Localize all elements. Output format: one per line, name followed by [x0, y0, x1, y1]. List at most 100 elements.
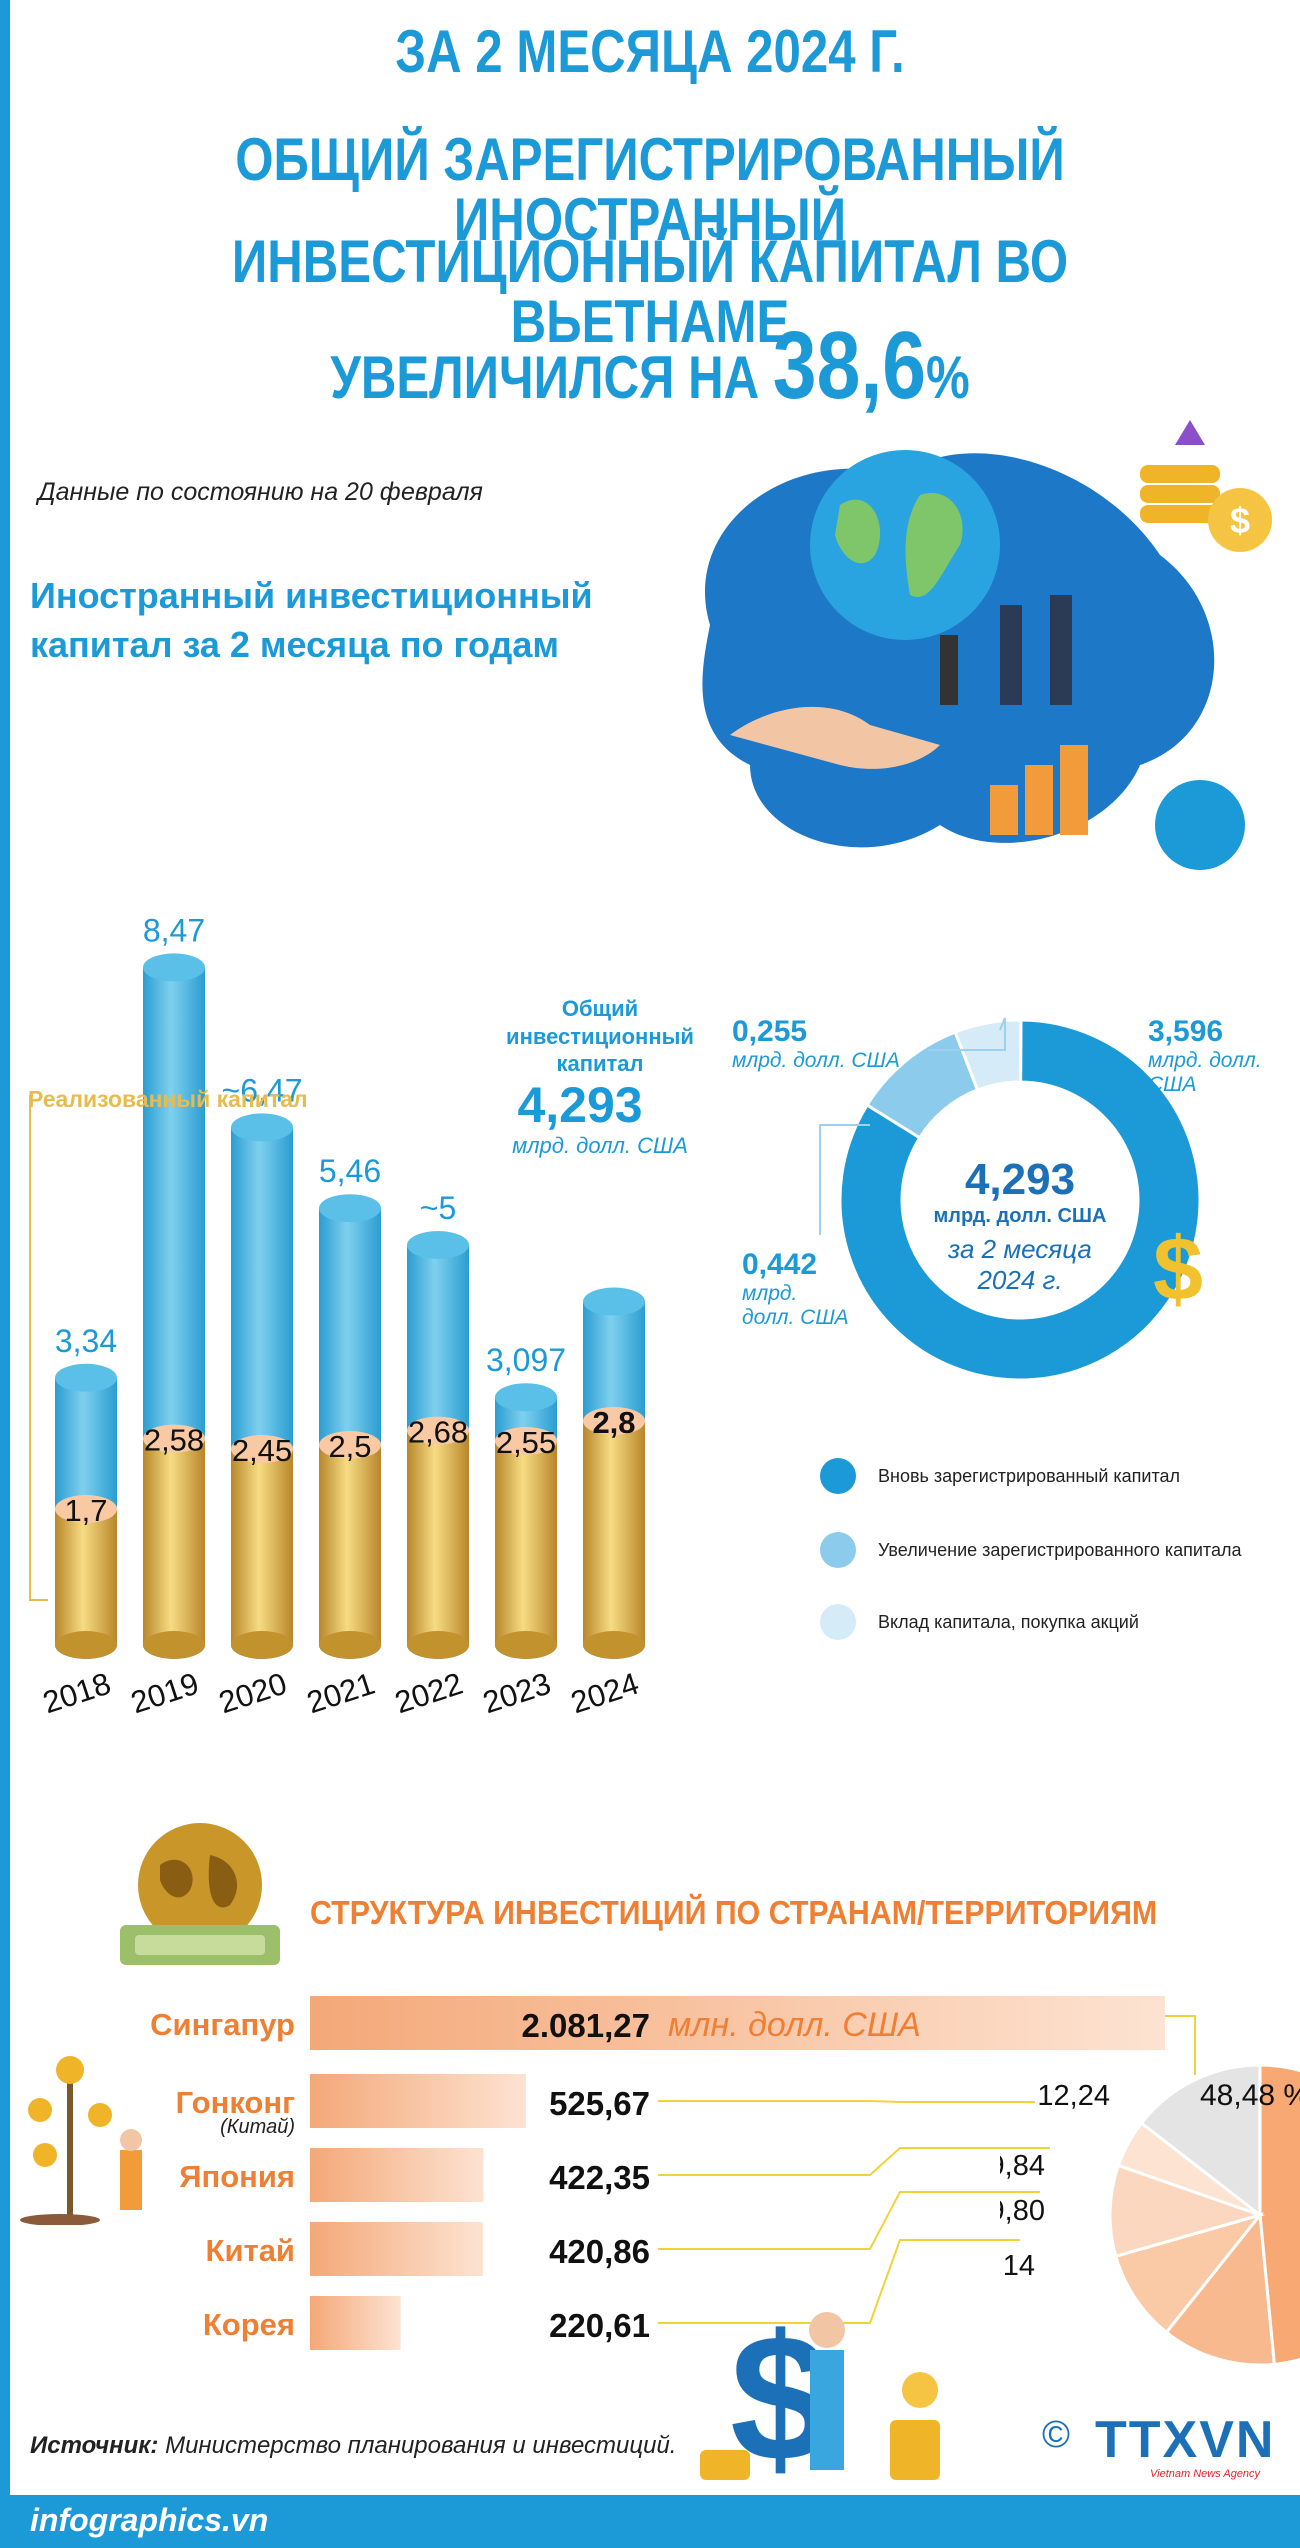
- country-bar: [310, 2074, 526, 2128]
- realized-bar-top: [319, 1431, 381, 1459]
- left-frame-bar: [0, 0, 10, 2548]
- businessman-figure: [1050, 595, 1072, 705]
- country-name-label: Сингапур: [150, 2007, 295, 2042]
- title-line-3: ИНВЕСТИЦИОННЫЙ КАПИТАЛ ВО ВЬЕТНАМЕ: [231, 228, 1069, 355]
- donut-label-contribution: 0,255 млрд. долл. США: [732, 1015, 900, 1073]
- country-sub-hk: (Китай): [220, 2116, 295, 2138]
- donut-hole: [904, 1084, 1136, 1316]
- pie-slice: [1113, 2212, 1265, 2335]
- date-note: Данные по состоянию на 20 февраля: [38, 478, 483, 506]
- realized-value-label: 2,58: [144, 1423, 204, 1458]
- pie-share-label: 48,48 %: [1200, 2079, 1300, 2112]
- footer-site-link[interactable]: infographics.vn: [30, 2502, 269, 2538]
- globe-continents: [835, 493, 963, 597]
- total-capital-label-3: капитал: [556, 1051, 644, 1076]
- country-name-label: Япония: [179, 2159, 295, 2194]
- headline-percent-value: 38,6: [772, 312, 927, 419]
- country-share-pie: 48,48 % 12,24 9,84 9,80 5,14: [1000, 2063, 1300, 2367]
- donut-center-unit: млрд. долл. США: [933, 1205, 1107, 1227]
- copyright-icon: ©: [1042, 2414, 1070, 2456]
- agency-logo: TTXVN: [1095, 2411, 1276, 2469]
- leader-line: [658, 2100, 1035, 2103]
- donut-center-period-1: за 2 месяца: [948, 1234, 1092, 1264]
- total-value-label: ~6,47: [222, 1072, 303, 1108]
- leader-line: [658, 2191, 1040, 2250]
- country-value-label: 420,86: [549, 2233, 650, 2270]
- year-label: 2024: [567, 1666, 643, 1721]
- realized-value-label: 2,8: [592, 1405, 635, 1440]
- year-label: 2022: [391, 1666, 467, 1721]
- total-capital-value: 4,293: [517, 1076, 643, 1133]
- country-value-label: 220,61: [549, 2307, 650, 2344]
- pie-slice: [1108, 2163, 1265, 2259]
- realized-bar-base: [407, 1631, 469, 1659]
- legend-dot: [820, 1604, 856, 1640]
- realized-bar-top: [407, 1416, 469, 1445]
- donut-leader-line: [819, 1124, 870, 1235]
- total-bar-top: [319, 1194, 381, 1223]
- realized-bar-body: [319, 1445, 381, 1645]
- country-bar: [310, 2148, 484, 2202]
- year-label: 2018: [39, 1666, 115, 1721]
- country-name-label: Гонконг: [176, 2085, 295, 2120]
- growth-bar: [990, 785, 1018, 835]
- source-note: Источник: Министерство планирования и ин…: [30, 2432, 676, 2460]
- leader-line: [658, 2239, 1020, 2324]
- donut-label-new-capital: 3,596 млрд. долл. США: [1148, 1015, 1262, 1097]
- country-name-label: Корея: [203, 2307, 295, 2342]
- realized-bar-base: [231, 1631, 293, 1659]
- realized-bar-base: [583, 1631, 645, 1659]
- handshake-icon: [730, 706, 940, 769]
- businesswoman-figure: [940, 635, 958, 705]
- donut-label-new-value: 3,596: [1148, 1015, 1224, 1048]
- decor-circle: [1155, 780, 1245, 870]
- title-line-2: ОБЩИЙ ЗАРЕГИСТРИРОВАННЫЙ ИНОСТРАННЫЙ: [235, 126, 1065, 253]
- country-bar: [310, 1996, 1165, 2050]
- country-value-label: 2.081,27: [522, 2007, 650, 2044]
- total-value-label: 3,097: [486, 1342, 566, 1378]
- country-bar: [310, 2296, 401, 2350]
- golden-globe-money-icon: [120, 1823, 280, 1965]
- realized-bar-base: [143, 1631, 205, 1659]
- legend-label: Увеличение зарегистрированного капитала: [878, 1539, 1242, 1560]
- donut-center: 4,293 млрд. долл. США за 2 месяца 2024 г…: [900, 1155, 1140, 1296]
- donut-slice: [838, 1018, 1202, 1382]
- source-label: Источник:: [30, 2432, 159, 2459]
- coin-stack-icon: $: [1140, 420, 1272, 552]
- globe-icon: [810, 450, 1000, 640]
- realized-bar-base: [319, 1631, 381, 1659]
- legend-label: Вновь зарегистрированный капитал: [878, 1465, 1181, 1486]
- agency-subtitle: Vietnam News Agency: [1150, 2468, 1261, 2480]
- footer-bar: [0, 2495, 1300, 2548]
- realized-capital-label: Реализованный капитал: [28, 1086, 308, 1112]
- year-label: 2019: [127, 1666, 203, 1721]
- realized-value-label: 2,55: [496, 1425, 556, 1460]
- title-line-4: УВЕЛИЧИЛСЯ НА 38,6%: [133, 318, 1166, 414]
- section-title-by-year: Иностранный инвестиционный капитал за 2 …: [30, 575, 593, 665]
- total-capital-label-2: инвестиционный: [506, 1023, 694, 1049]
- title-line-4-text: УВЕЛИЧИЛСЯ НА: [330, 344, 773, 411]
- businessman-figure: [1000, 605, 1022, 705]
- donut-label-increase: 0,442 млрд. долл. США: [742, 1248, 849, 1330]
- realized-bracket: [29, 1095, 48, 1601]
- donut-label-increase-unit-2: долл. США: [742, 1306, 849, 1329]
- donut-label-increase-unit-1: млрд.: [742, 1282, 798, 1305]
- legend-item-new-capital: Вновь зарегистрированный капитал: [820, 1458, 1180, 1494]
- leader-line: [658, 2147, 1050, 2176]
- donut-leader-line: [928, 1017, 1006, 1051]
- total-bar-top: [143, 953, 205, 982]
- total-bar-top: [495, 1383, 557, 1412]
- total-value-label: 8,47: [143, 912, 205, 948]
- realized-bar-top: [55, 1495, 117, 1523]
- total-bar-top: [407, 1231, 469, 1259]
- year-bar-chart: 3,34 1,7 2018 8,47 2,58 2019 ~6,47 2,45 2020 5,46…: [29, 912, 645, 1721]
- realized-bar-body: [143, 1438, 205, 1645]
- capital-donut-chart: $: [819, 1017, 1203, 1382]
- total-value-label: 5,46: [319, 1153, 381, 1189]
- realized-bar-body: [495, 1441, 557, 1645]
- growth-bar: [1025, 765, 1053, 835]
- realized-bar-top: [583, 1407, 645, 1435]
- total-bar-top: [231, 1113, 293, 1142]
- country-value-label: 422,35: [549, 2159, 650, 2196]
- donut-center-period-2: 2024 г.: [977, 1265, 1063, 1295]
